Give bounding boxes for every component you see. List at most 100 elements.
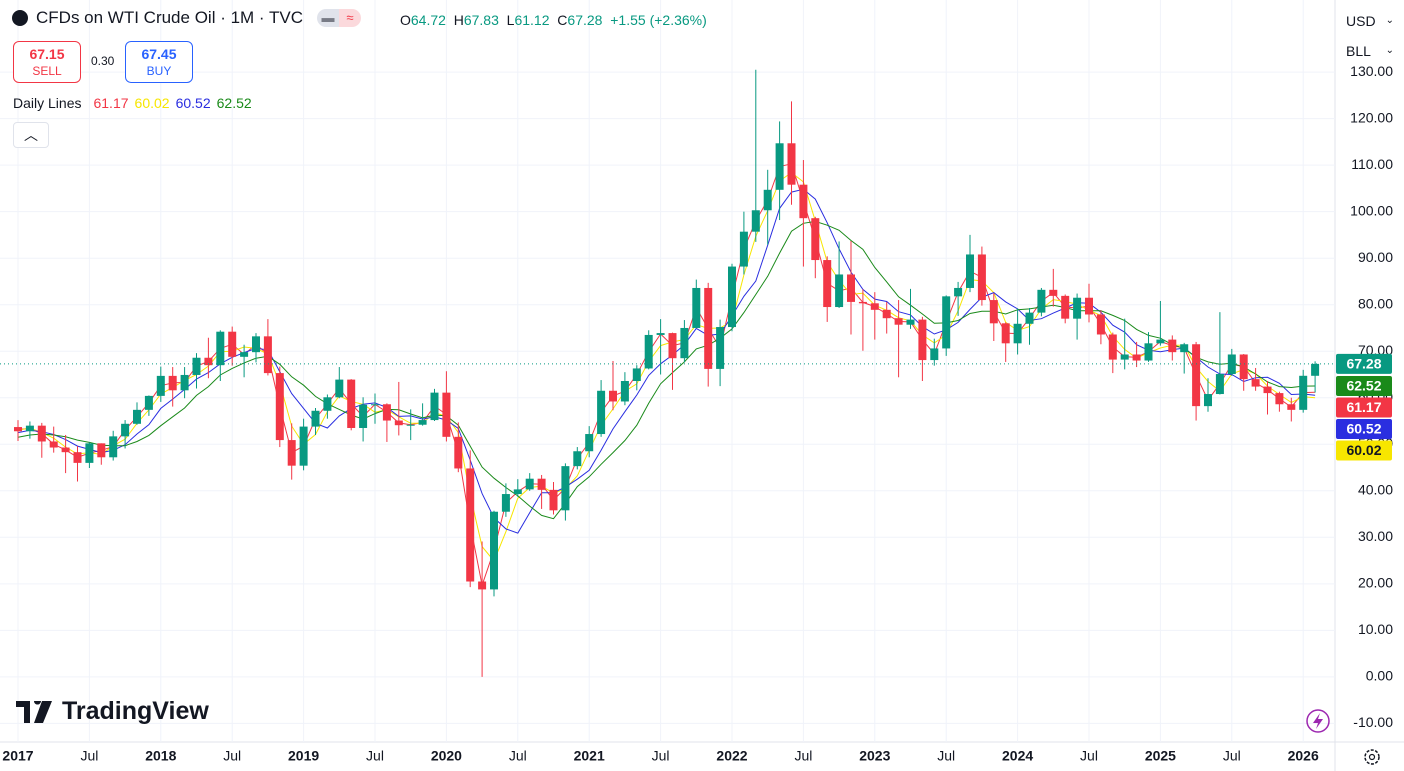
candle-body: [977, 254, 986, 301]
indicator-legend: Daily Lines 61.17 60.02 60.52 62.52: [13, 95, 258, 111]
candle-body: [37, 425, 46, 442]
candle-body: [394, 420, 403, 426]
open-value: 64.72: [410, 12, 446, 28]
price-tag: [1336, 353, 1392, 374]
sell-label: SELL: [32, 64, 62, 78]
candle-body: [1311, 363, 1320, 376]
x-tick-label: 2021: [574, 748, 605, 764]
lightning-circle: [1306, 709, 1330, 733]
gear-inner: [1368, 753, 1376, 761]
x-tick-label: Jul: [80, 748, 98, 764]
candle-body: [1001, 323, 1010, 344]
x-tick-label: Jul: [1080, 748, 1098, 764]
lightning-icon: [1313, 713, 1323, 729]
y-tick-label: 110.00: [1351, 156, 1393, 172]
buy-button[interactable]: 67.45 BUY: [125, 41, 193, 83]
candle-body: [847, 274, 855, 302]
y-tick-label: 0.00: [1366, 668, 1393, 684]
candle-body: [263, 336, 272, 374]
candle-body: [275, 373, 284, 441]
candle-body: [442, 392, 451, 437]
candle-body: [73, 452, 82, 463]
x-tick-label: 2018: [145, 748, 176, 764]
candle-body: [299, 426, 308, 466]
candle-body: [180, 374, 189, 391]
open-label: O: [400, 12, 411, 28]
candle-body: [1144, 343, 1153, 361]
candle-body: [192, 357, 201, 375]
candle-body: [1251, 379, 1260, 387]
candle-body: [85, 443, 94, 463]
low-label: L: [506, 12, 515, 28]
legend-value: 60.02: [134, 95, 170, 111]
currency-select[interactable]: USD ⌄: [1342, 8, 1400, 34]
logo: TradingView: [16, 697, 209, 726]
candle-body: [823, 260, 832, 308]
collapse-button[interactable]: ︿: [13, 122, 49, 148]
settings-button[interactable]: [1364, 749, 1380, 765]
candle-body: [1096, 314, 1105, 335]
high-label: H: [453, 12, 464, 28]
indicator-name: Daily Lines: [13, 95, 82, 111]
candle-body: [490, 511, 498, 590]
candle-body: [573, 451, 582, 467]
x-tick-label: 2017: [2, 748, 33, 764]
candle-body: [121, 423, 130, 437]
candle-body: [918, 319, 927, 361]
lightning-button[interactable]: [1306, 709, 1330, 733]
indicator-values: 61.17 60.02 60.52 62.52: [87, 95, 251, 111]
x-tick-label: Jul: [652, 748, 670, 764]
candle-body: [109, 436, 118, 458]
candle-body: [61, 447, 70, 453]
candle-body: [49, 441, 58, 448]
candle-body: [513, 489, 522, 495]
candle-body: [716, 327, 725, 369]
y-tick-label: 30.00: [1358, 528, 1393, 544]
candle-body: [1049, 289, 1058, 296]
candle-body: [609, 390, 617, 402]
candle-body: [728, 266, 736, 328]
candle-body: [942, 296, 951, 349]
candle-body: [561, 466, 570, 511]
candle-body: [692, 287, 701, 328]
candle-body: [1073, 297, 1082, 319]
candle-body: [906, 319, 915, 325]
legend-value: 61.17: [93, 95, 129, 111]
candle-body: [466, 468, 475, 582]
candle-body: [311, 410, 320, 427]
candle-body: [25, 425, 34, 432]
candle-body: [585, 434, 594, 452]
candle-body: [1215, 374, 1224, 395]
candle-body: [1108, 334, 1117, 360]
buy-label: BUY: [146, 64, 172, 78]
low-value: 61.12: [514, 12, 550, 28]
candle-body: [656, 333, 665, 335]
x-tick-label: 2025: [1145, 748, 1176, 764]
candle-body: [335, 379, 344, 398]
candle-body: [549, 489, 558, 511]
candle-body: [763, 189, 772, 211]
unit-select[interactable]: BLL ⌄: [1342, 38, 1400, 64]
candle-body: [430, 392, 439, 421]
candle-body: [14, 427, 22, 432]
candle-body: [1013, 323, 1022, 344]
price-tag-label: 61.17: [1346, 399, 1381, 415]
x-tick-label: Jul: [937, 748, 955, 764]
candle-body: [966, 254, 974, 288]
x-tick-label: 2019: [288, 748, 319, 764]
y-tick-label: 100.00: [1350, 202, 1393, 218]
title-text: CFDs on WTI Crude Oil · 1M · TVC: [36, 8, 303, 27]
candle-body: [882, 309, 891, 319]
candle-body: [954, 287, 963, 297]
candle-body: [1120, 354, 1129, 360]
symbol-icon: [12, 10, 28, 26]
sell-button[interactable]: 67.15 SELL: [13, 41, 81, 83]
sell-price: 67.15: [29, 46, 65, 62]
candle-body: [1275, 393, 1284, 405]
y-tick-label: 120.00: [1350, 109, 1393, 125]
x-tick-label: 2026: [1288, 748, 1319, 764]
indicator-line: [17, 220, 1316, 520]
candle-body: [525, 478, 534, 490]
x-tick-label: 2023: [859, 748, 890, 764]
